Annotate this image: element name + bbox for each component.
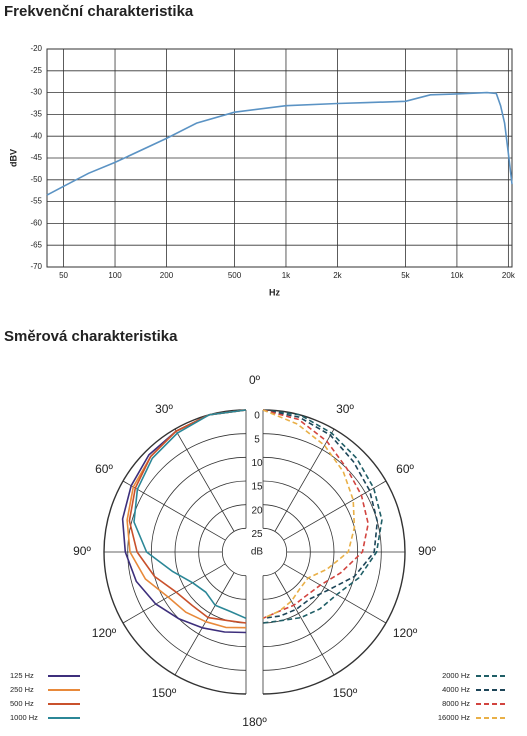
pattern-line [262,409,369,620]
x-tick-label: 10k [450,271,464,280]
y-tick-label: -40 [30,131,42,140]
x-tick-label: 200 [160,271,174,280]
x-tick-label: 20k [502,271,516,280]
pattern-line [126,409,247,629]
r-axis-label: dB [251,547,264,558]
angle-label: 90º [73,544,91,558]
polar-spoke [174,572,235,676]
angle-label: 120º [92,626,117,640]
angle-label: 30º [336,402,354,416]
angle-label: 150º [333,686,358,700]
y-tick-label: -30 [30,88,42,97]
angle-label: 180º [242,715,267,729]
polar-spoke [283,563,387,624]
y-tick-label: -20 [30,44,42,53]
angle-label: 90º [418,544,436,558]
y-tick-label: -55 [30,197,42,206]
legend-label: 2000 Hz [442,671,470,680]
r-tick-label: 10 [251,458,263,469]
chart-title: Směrová charakteristika [4,328,178,345]
x-tick-label: 2k [333,271,342,280]
angle-label: 30º [155,402,173,416]
pattern-line [262,409,356,620]
x-tick-label: 500 [228,271,242,280]
r-tick-label: 20 [251,505,263,516]
legend-label: 1000 Hz [10,713,38,722]
polar-spoke [174,428,235,532]
polar-spoke [274,572,335,676]
angle-label: 60º [396,462,414,476]
pattern-line [262,409,383,624]
polar-spoke [283,480,387,541]
y-tick-label: -25 [30,66,42,75]
legend-label: 8000 Hz [442,699,470,708]
legend-label: 250 Hz [10,685,34,694]
angle-label: 0º [249,373,261,387]
polar-spoke [122,563,226,624]
x-tick-label: 50 [59,271,68,280]
r-tick-label: 0 [254,411,260,422]
r-tick-label: 25 [251,529,263,540]
y-tick-label: -65 [30,240,42,249]
x-tick-label: 100 [108,271,122,280]
angle-label: 60º [95,462,113,476]
response-line [46,91,513,196]
r-tick-label: 15 [251,482,263,493]
y-axis-label: dBV [8,149,18,167]
legend-label: 125 Hz [10,671,34,680]
legend-label: 4000 Hz [442,685,470,694]
pattern-line [133,409,247,620]
polar-ring [262,527,287,577]
x-tick-label: 1k [282,271,291,280]
pattern-line [262,409,379,620]
y-tick-label: -60 [30,219,42,228]
angle-label: 120º [393,626,418,640]
y-tick-label: -45 [30,153,42,162]
polar-spoke [122,480,226,541]
legend-label: 16000 Hz [438,713,470,722]
x-tick-label: 5k [401,271,410,280]
y-tick-label: -70 [30,262,42,271]
y-tick-label: -50 [30,175,42,184]
angle-label: 150º [152,686,177,700]
chart-title: Frekvenční charakteristika [4,3,194,20]
legend-label: 500 Hz [10,699,34,708]
y-tick-label: -35 [30,110,42,119]
x-axis-label: Hz [269,287,280,297]
pattern-line [128,409,247,624]
polar-ring [222,527,247,577]
r-tick-label: 5 [254,434,260,445]
